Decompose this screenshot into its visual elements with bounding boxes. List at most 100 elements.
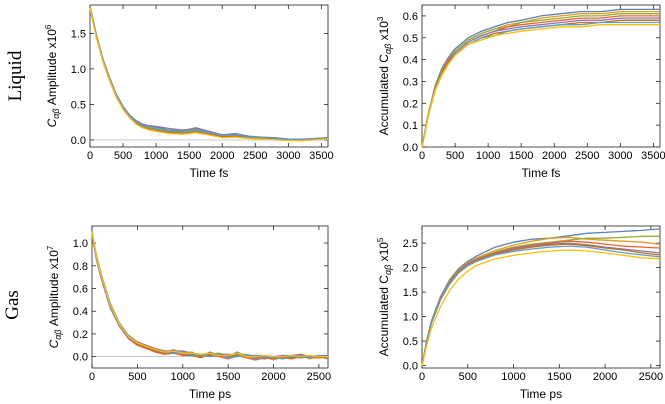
x-tick-label: 0 xyxy=(419,371,425,383)
y-tick-label: 0.3 xyxy=(403,76,418,88)
x-tick-label: 0 xyxy=(87,150,93,162)
chart-gas-accumulated: 0 500 1000 1500 2000 2500 0.0 0.5 1.0 1.5 2.0 2.5 Ti… xyxy=(376,225,663,401)
y-tick-label: 0.2 xyxy=(73,329,88,341)
series-line-3 xyxy=(91,232,329,359)
plot-frame xyxy=(91,225,329,369)
y-tick-label: 0.8 xyxy=(73,261,88,273)
series-line-4 xyxy=(91,234,329,361)
series-line-1 xyxy=(89,6,329,141)
x-tick-label: 1000 xyxy=(476,150,500,162)
series-line-6 xyxy=(421,19,660,148)
y-label-text: Amplitude x10 xyxy=(47,250,61,330)
series-line-2 xyxy=(421,10,660,148)
y-tick-label: 0.1 xyxy=(403,120,418,132)
y-axis-label: Cαβ Amplitude x106 xyxy=(44,24,61,127)
x-tick-label: 1500 xyxy=(509,150,533,162)
series-line-5 xyxy=(421,17,660,148)
series-line-3 xyxy=(89,6,329,142)
y-label-main: C xyxy=(47,339,61,348)
series-line-5 xyxy=(421,242,661,366)
series-line-7 xyxy=(421,21,660,148)
series-line-7 xyxy=(91,233,329,360)
y-tick-label: 0.6 xyxy=(403,11,418,23)
x-tick-label: 2000 xyxy=(261,371,285,383)
x-tick-label: 1500 xyxy=(177,150,201,162)
y-axis-label: Accumulated Cαβ x103 xyxy=(376,16,393,135)
x-tick-label: 0 xyxy=(89,371,95,383)
y-tick-label: 0.0 xyxy=(403,361,418,373)
y-tick-label: 0.5 xyxy=(403,336,418,348)
y-tick-label: 2.0 xyxy=(403,263,418,275)
x-tick-label: 2500 xyxy=(639,371,663,383)
y-tick-label: 1.0 xyxy=(71,64,86,76)
series-line-4 xyxy=(89,8,329,142)
y-tick-label: 1.5 xyxy=(71,28,86,40)
y-tick-label: 0.0 xyxy=(403,142,418,154)
x-tick-label: 1500 xyxy=(547,371,571,383)
x-tick-label: 3000 xyxy=(276,150,300,162)
y-tick-label: 0.5 xyxy=(71,99,86,111)
x-tick-label: 500 xyxy=(114,150,132,162)
y-label-text: x10 xyxy=(377,21,391,44)
x-tick-label: 1000 xyxy=(171,371,195,383)
series-line-8 xyxy=(91,231,328,358)
x-tick-label: 500 xyxy=(446,150,464,162)
x-axis-label: Time ps xyxy=(189,387,231,401)
y-tick-label: 0.0 xyxy=(71,135,86,147)
series-line-2 xyxy=(91,233,329,361)
y-label-text: x10 xyxy=(377,242,391,265)
y-label-exponent: 6 xyxy=(44,24,53,29)
y-tick-label: 0.2 xyxy=(403,98,418,110)
x-tick-label: 3500 xyxy=(641,150,665,162)
y-tick-label: 0.4 xyxy=(403,55,418,67)
y-label-main: Accumulated C xyxy=(377,275,391,357)
x-tick-label: 500 xyxy=(459,371,477,383)
chart-gas-amplitude: 0 500 1000 1500 2000 2500 0.0 0.2 0.4 0.6 0.8 1.0 Ti… xyxy=(46,225,331,401)
series-line-3 xyxy=(421,13,660,148)
plot-frame xyxy=(421,225,661,369)
y-label-subscript: αβ xyxy=(383,265,393,275)
series-line-7 xyxy=(421,245,661,366)
series-line-6 xyxy=(89,7,328,141)
y-tick-label: 0.5 xyxy=(403,33,418,45)
x-tick-label: 2000 xyxy=(210,150,234,162)
chart-liquid-accumulated: 0 500 1000 1500 2000 2500 3000 3500 0.0 0.1 0.2 0.3… xyxy=(376,4,665,180)
x-tick-label: 3500 xyxy=(309,150,333,162)
series-line-5 xyxy=(89,6,329,140)
x-axis-label: Time fs xyxy=(522,166,561,180)
series-line-1 xyxy=(421,8,660,148)
y-label-subscript: αβ xyxy=(383,44,393,54)
series-line-7 xyxy=(89,6,329,141)
series-line-2 xyxy=(89,7,329,141)
y-label-subscript: αβ xyxy=(51,108,61,118)
y-tick-label: 0.4 xyxy=(73,306,88,318)
series-line-8 xyxy=(421,249,661,366)
y-tick-label: 0.6 xyxy=(73,283,88,295)
series-line-8 xyxy=(421,24,660,148)
x-tick-label: 1500 xyxy=(216,371,240,383)
y-label-exponent: 7 xyxy=(46,245,55,250)
y-label-exponent: 5 xyxy=(376,237,385,242)
series-line-6 xyxy=(91,232,329,359)
x-tick-label: 2500 xyxy=(575,150,599,162)
x-tick-label: 0 xyxy=(419,150,425,162)
series-line-4 xyxy=(421,240,661,366)
y-label-subscript: αβ xyxy=(53,329,63,339)
x-tick-label: 3000 xyxy=(608,150,632,162)
series-line-1 xyxy=(91,231,329,360)
x-axis-label: Time fs xyxy=(190,166,229,180)
series-line-4 xyxy=(421,15,660,148)
y-tick-label: 1.5 xyxy=(403,287,418,299)
y-label-exponent: 3 xyxy=(376,16,385,21)
series-line-6 xyxy=(421,243,661,366)
x-tick-label: 1000 xyxy=(501,371,525,383)
y-axis-label: Accumulated Cαβ x105 xyxy=(376,237,393,356)
plot-frame xyxy=(89,4,329,148)
y-label-text: Amplitude x10 xyxy=(45,29,59,109)
plot-frame xyxy=(421,4,661,148)
y-tick-label: 1.0 xyxy=(73,238,88,250)
chart-liquid-amplitude: 0 500 1000 1500 2000 2500 3000 3500 0.0 0.5 1.0 1.5… xyxy=(44,4,334,180)
x-tick-label: 500 xyxy=(128,371,146,383)
series-line-8 xyxy=(89,8,329,142)
y-tick-label: 0.0 xyxy=(73,352,88,364)
